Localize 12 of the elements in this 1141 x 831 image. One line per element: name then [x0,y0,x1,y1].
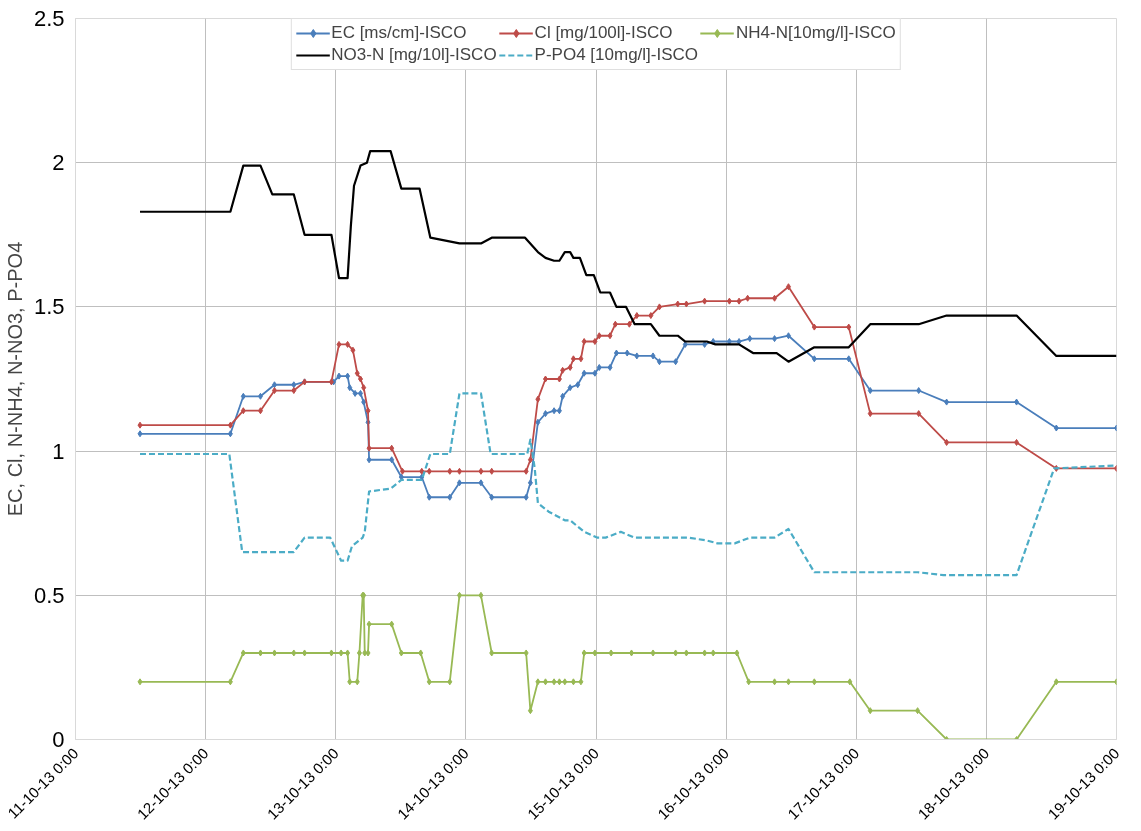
y-tick-label: 0 [52,727,65,752]
legend-label: NO3-N [mg/10l]-ISCO [331,45,497,65]
legend-label: Cl [mg/100l]-ISCO [534,23,673,43]
y-tick-label: 2 [52,150,65,176]
y-tick-label: 0.5 [33,582,65,608]
y-tick-label: 2.5 [33,6,65,31]
y-tick-label: 1.5 [33,294,65,320]
legend-label: NH4-N[10mg/l]-ISCO [736,23,896,43]
y-tick-label: 1 [52,438,65,464]
legend-label: EC [ms/cm]-ISCO [331,23,467,43]
y-axis-title: EC, Cl, N-NH4, N-NO3, P-PO4 [3,241,26,517]
legend-label: P-PO4 [10mg/l]-ISCO [534,45,699,65]
